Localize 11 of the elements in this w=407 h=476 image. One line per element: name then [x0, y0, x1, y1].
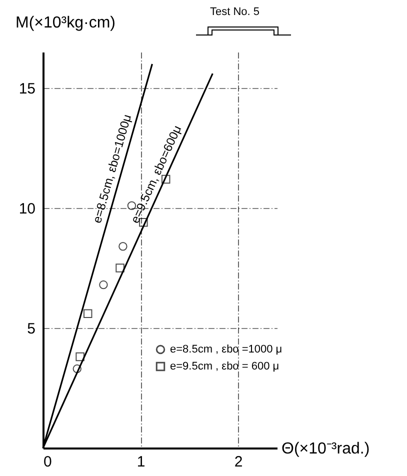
x-tick-label: 0 [44, 454, 52, 470]
x-axis-title: Θ(×10⁻³rad.) [282, 440, 370, 458]
legend-label: e=9.5cm , εbo = 600 μ [170, 360, 280, 372]
x-tick-label: 1 [136, 454, 146, 470]
y-tick-label: 5 [27, 320, 36, 338]
y-tick-label: 10 [18, 200, 36, 218]
x-tick-label: 2 [234, 454, 243, 470]
y-axis-title: M(×10³kg·cm) [16, 14, 116, 32]
y-tick-label: 15 [18, 80, 36, 98]
chart-title: Test No. 5 [210, 6, 260, 18]
legend-label: e=8.5cm , εbo =1000 μ [170, 344, 282, 356]
